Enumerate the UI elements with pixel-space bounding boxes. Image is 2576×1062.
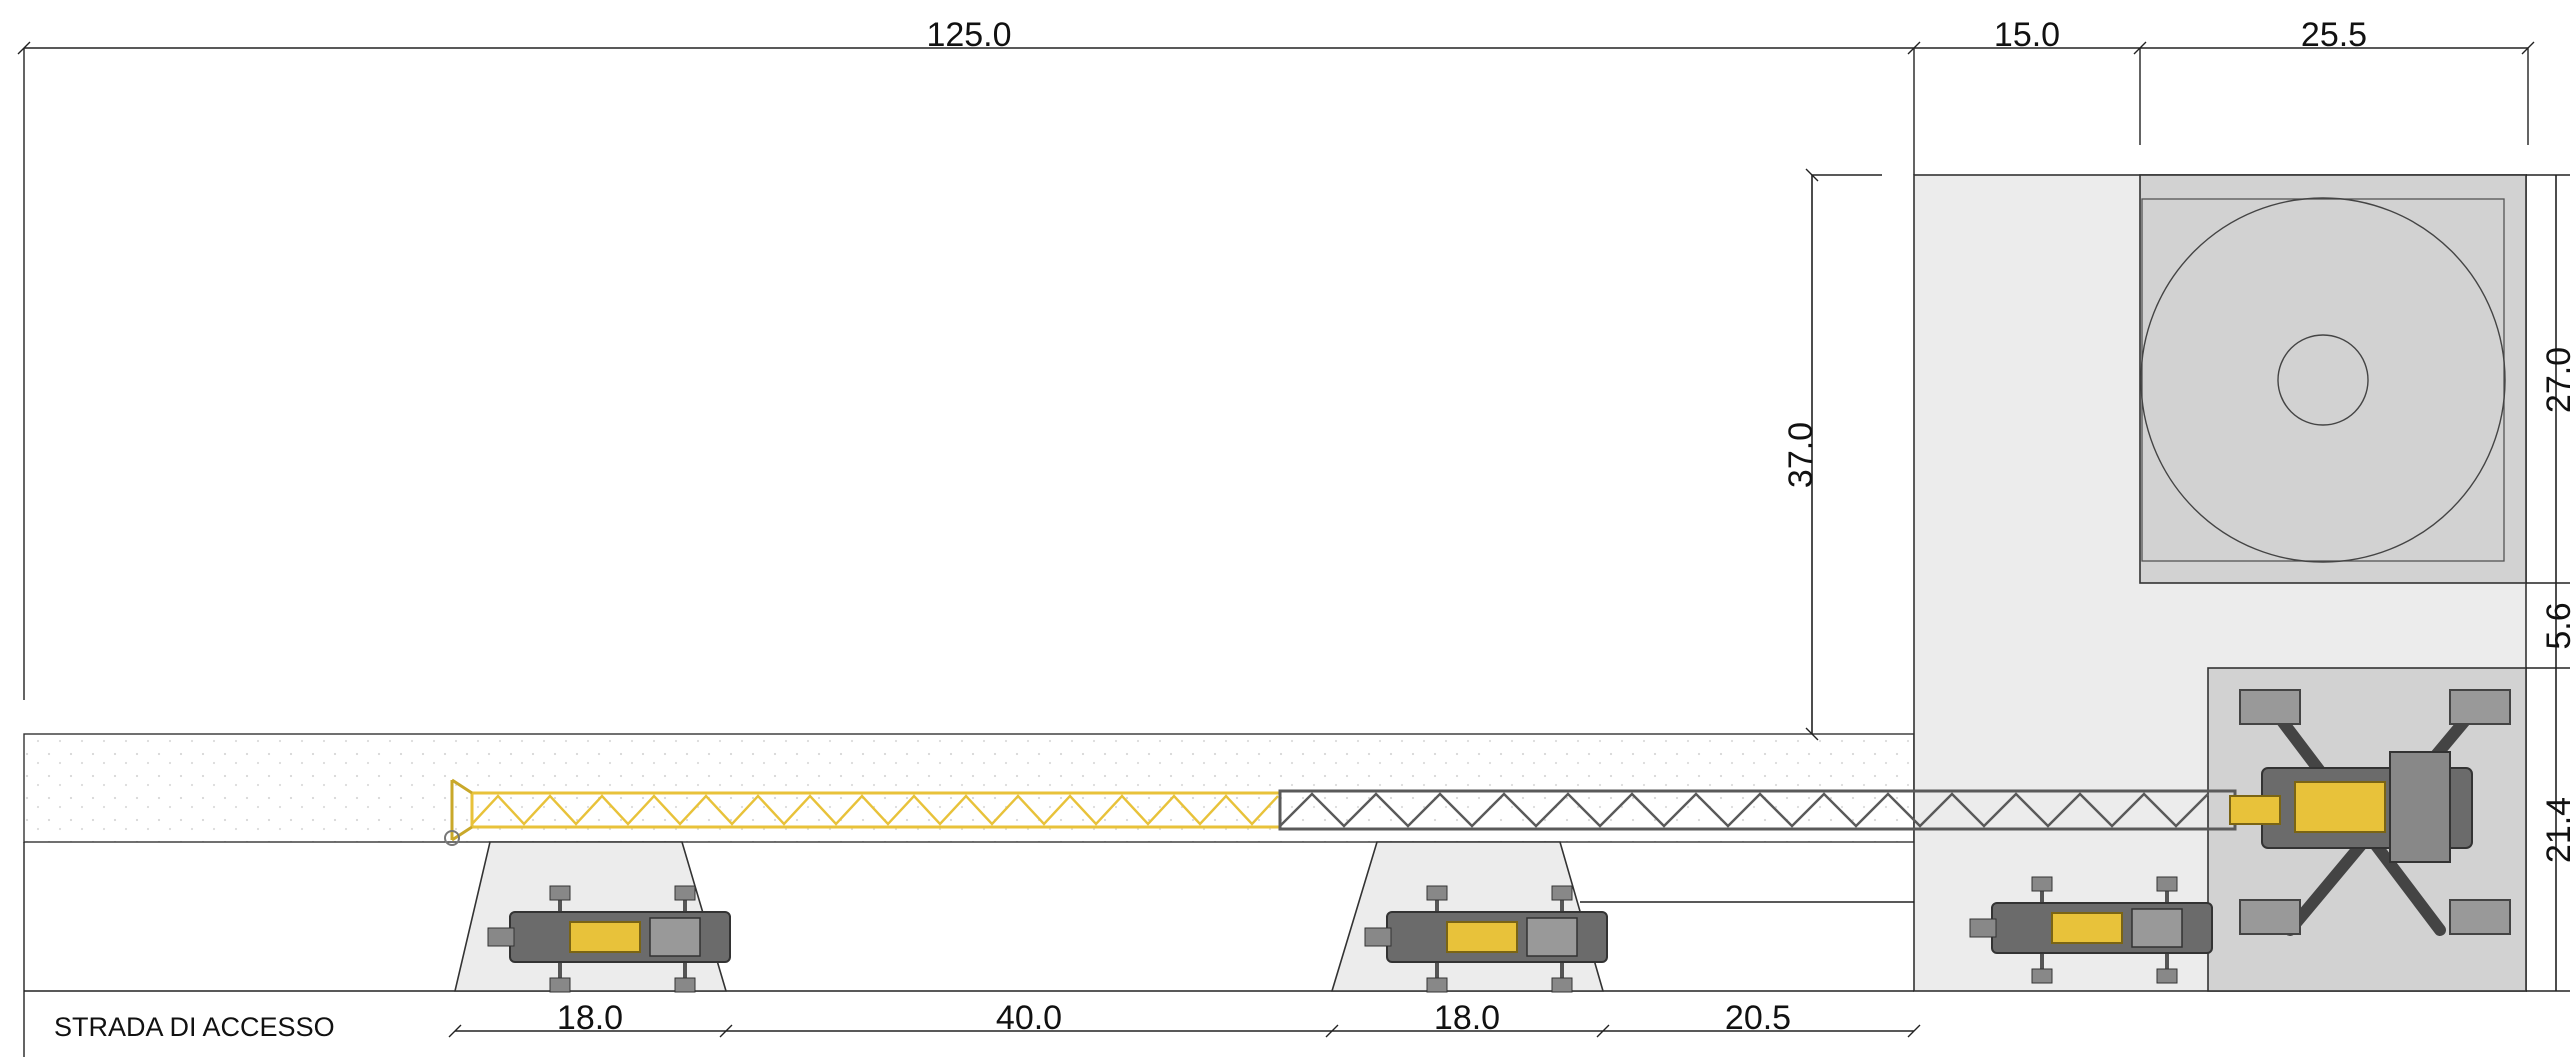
boom-lacing-yellow [471, 794, 1279, 826]
boom-lacing-dark [1279, 792, 2209, 828]
dim-top-boom: 125.0 [926, 16, 1011, 54]
road-label: STRADA DI ACCESSO [54, 1012, 335, 1042]
assist-crane-icon [1969, 876, 2213, 984]
top-dimension-chain: 125.0 15.0 25.5 [17, 16, 2535, 700]
outrigger-pad-icon [2239, 689, 2301, 725]
boom-height-dimension: 37.0 [1782, 168, 1882, 741]
tank-pad [2139, 174, 2527, 584]
dim-right-gap: 5.6 [2540, 602, 2576, 649]
assist-crane-icon [1364, 885, 1608, 993]
boom-dim-ticks [1805, 168, 1819, 741]
boom-hook-icon [444, 830, 460, 846]
tank-icon [2140, 197, 2506, 563]
outrigger-pad-icon [2449, 689, 2511, 725]
bottom-ticks [448, 1024, 1921, 1038]
dim-top-area: 15.0 [1994, 16, 2060, 54]
top-ticks [17, 41, 2535, 55]
main-crawler-crane-icon [2229, 689, 2511, 936]
dim-bottom-assist-2: 18.0 [1434, 999, 1500, 1037]
right-dimension-chain: 27.0 5.6 21.4 [2526, 174, 2576, 992]
dim-right-crane: 21.4 [2540, 797, 2576, 863]
bottom-dimension-chain: 18.0 40.0 18.0 20.5 [448, 999, 1921, 1038]
dim-top-tank: 25.5 [2301, 16, 2367, 54]
dim-bottom-assist-1: 18.0 [557, 999, 623, 1037]
dim-bottom-gap: 40.0 [996, 999, 1062, 1037]
tank-center-icon [2277, 334, 2369, 426]
assist-cranes [487, 876, 2213, 993]
dim-right-tank: 27.0 [2540, 347, 2576, 413]
tank-block [2139, 174, 2527, 584]
assist-crane-icon [487, 885, 731, 993]
tank-pad-inner [2141, 198, 2505, 562]
outrigger-pad-icon [2239, 899, 2301, 935]
dim-boom-height: 37.0 [1782, 422, 1820, 488]
outrigger-pad-icon [2449, 899, 2511, 935]
dim-bottom-end: 20.5 [1725, 999, 1791, 1037]
